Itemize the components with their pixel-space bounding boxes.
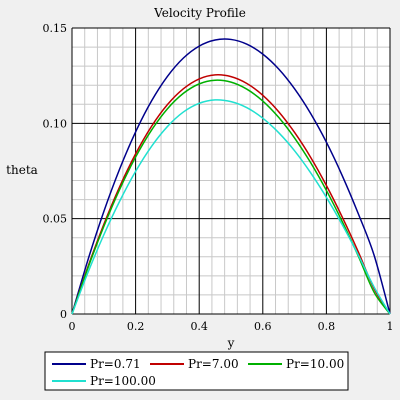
x-tick-label: 0 (69, 320, 76, 333)
tick-labels: 0 0.2 0.4 0.6 0.8 1 0 0.05 0.10 0.15 (43, 22, 394, 333)
series-line-4 (71, 99, 391, 315)
legend: Pr=0.71 Pr=7.00 Pr=10.00 Pr=100.00 (44, 351, 349, 391)
y-tick-label: 0 (60, 308, 67, 321)
x-tick-label: 1 (387, 320, 394, 333)
series-line-2 (71, 74, 391, 315)
x-tick-label: 0.4 (190, 320, 208, 333)
x-axis-label: y (227, 336, 235, 350)
grid (72, 27, 390, 314)
y-tick-label: 0.15 (43, 22, 68, 35)
series-line-3 (71, 79, 391, 315)
axes (71, 28, 391, 315)
x-tick-label: 0.2 (127, 320, 145, 333)
series-line-1 (71, 38, 391, 315)
x-tick-label: 0.6 (254, 320, 272, 333)
y-tick-label: 0.10 (43, 117, 68, 130)
chart-title: Velocity Profile (153, 6, 246, 20)
y-tick-label: 0.05 (43, 213, 68, 226)
legend-label-4: Pr=100.00 (90, 374, 156, 388)
legend-label-2: Pr=7.00 (188, 357, 239, 371)
x-tick-label: 0.8 (318, 320, 336, 333)
y-axis-label: theta (6, 163, 38, 177)
legend-box (44, 351, 349, 391)
plot-area (72, 28, 390, 314)
series-lines (71, 38, 391, 315)
legend-label-1: Pr=0.71 (90, 357, 141, 371)
legend-label-3: Pr=10.00 (286, 357, 344, 371)
